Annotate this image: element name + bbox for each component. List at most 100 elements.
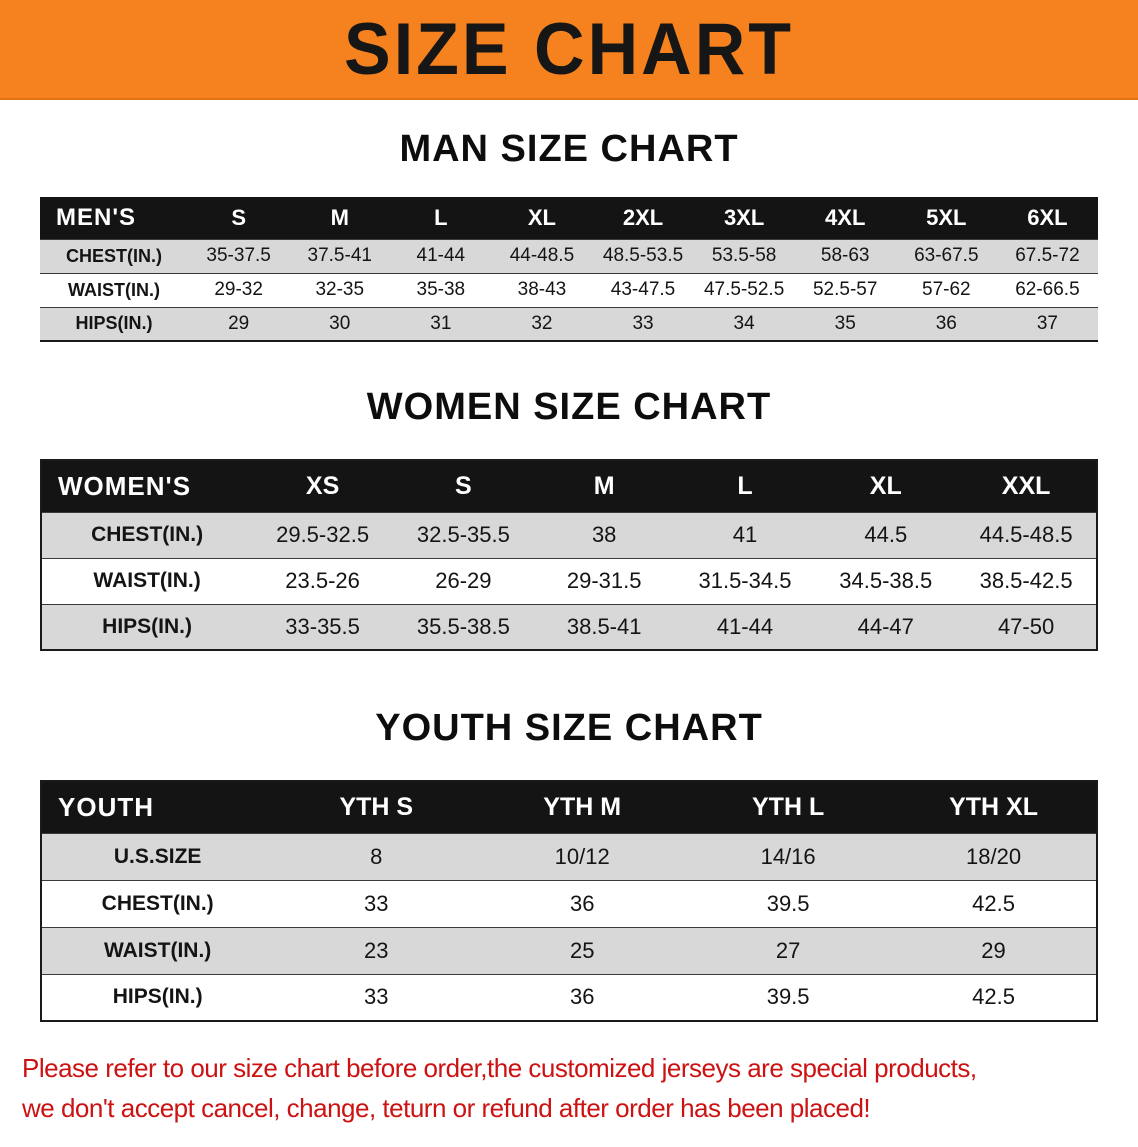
size-value-cell: 10/12 [554, 843, 610, 869]
size-column-header: XL [815, 460, 957, 512]
size-value-cell: 33 [364, 890, 389, 916]
size-value-cell: 39.5 [766, 890, 810, 916]
table-row: HIPS(IN.) 33-35.5 35.5-38.5 38.5-41 41-44 44-… [41, 604, 1097, 650]
size-value-cell: 37.5-41 [307, 245, 372, 266]
table-corner-label: YOUTH [41, 781, 274, 833]
size-value-cell: 67.5-72 [1015, 245, 1080, 266]
youth-table-wrapper: YOUTH YTH S YTH M YTH L YTH XL U.S.SIZE 8 10/12… [40, 780, 1098, 1022]
size-value-cell: 38 [591, 522, 617, 547]
row-label: WAIST(IN.) [93, 569, 201, 592]
size-value-cell: 36 [569, 984, 595, 1010]
men-size-chart-section: MAN SIZE CHART MEN'S S M L XL 2XL 3XL 4XL 5XL 6XL… [0, 128, 1138, 342]
row-label: CHEST(IN.) [66, 245, 163, 266]
table-row: CHEST(IN.) 35-37.5 37.5-41 41-44 44-48.5 48.5… [40, 239, 1098, 273]
size-value-cell: 30 [329, 312, 351, 334]
size-value-cell: 34.5-38.5 [839, 568, 933, 593]
size-column-header: 4XL [794, 197, 896, 239]
men-size-table: MEN'S S M L XL 2XL 3XL 4XL 5XL 6XL CHEST(IN.) 35-37… [40, 197, 1098, 342]
size-column-header: 5XL [895, 197, 997, 239]
size-value-cell: 23.5-26 [285, 568, 360, 593]
size-column-header: 6XL [996, 197, 1098, 239]
size-column-header: YTH S [273, 781, 480, 833]
size-column-header: M [533, 460, 675, 512]
size-value-cell: 44-48.5 [509, 245, 575, 266]
women-size-chart-section: WOMEN SIZE CHART WOMEN'S XS S M L XL XXL CHEST(… [0, 386, 1138, 651]
size-value-cell: 27 [775, 937, 801, 963]
size-value-cell: 35.5-38.5 [416, 613, 510, 639]
size-value-cell: 14/16 [760, 843, 816, 869]
size-value-cell: 31.5-34.5 [698, 568, 792, 593]
size-value-cell: 25 [569, 937, 595, 963]
table-row: U.S.SIZE 8 10/12 14/16 18/20 [41, 833, 1097, 880]
size-value-cell: 41 [732, 522, 758, 547]
row-label: CHEST(IN.) [101, 891, 214, 915]
size-column-header: YTH XL [891, 781, 1097, 833]
table-row: HIPS(IN.) 33 36 39.5 42.5 [41, 974, 1097, 1021]
footer-note: Please refer to our size chart before or… [0, 1048, 1138, 1129]
row-label: HIPS(IN.) [75, 313, 153, 334]
size-value-cell: 41-44 [716, 613, 774, 639]
size-value-cell: 44.5-48.5 [979, 522, 1073, 547]
youth-size-table: YOUTH YTH S YTH M YTH L YTH XL U.S.SIZE 8 10/12… [40, 780, 1098, 1022]
size-value-cell: 35 [834, 312, 856, 334]
size-value-cell: 36 [569, 890, 595, 916]
size-value-cell: 48.5-53.5 [602, 245, 684, 266]
table-header-row: WOMEN'S XS S M L XL XXL [41, 460, 1097, 512]
size-value-cell: 36 [935, 312, 957, 334]
size-value-cell: 26-29 [435, 568, 492, 593]
size-value-cell: 35-37.5 [206, 245, 271, 266]
size-value-cell: 23 [364, 937, 389, 963]
size-column-header: S [188, 197, 290, 239]
row-label: HIPS(IN.) [102, 614, 193, 638]
table-row: HIPS(IN.) 29 30 31 32 33 34 35 36 37 [40, 307, 1098, 341]
size-value-cell: 32.5-35.5 [416, 522, 510, 547]
size-value-cell: 63-67.5 [914, 245, 979, 266]
men-section-heading: MAN SIZE CHART [399, 128, 739, 170]
size-value-cell: 8 [370, 843, 383, 869]
row-label: WAIST(IN.) [103, 938, 212, 962]
size-value-cell: 47.5-52.5 [703, 279, 785, 300]
table-header-row: YOUTH YTH S YTH M YTH L YTH XL [41, 781, 1097, 833]
size-column-header: XS [252, 460, 393, 512]
row-label: HIPS(IN.) [112, 985, 203, 1009]
table-row: CHEST(IN.) 33 36 39.5 42.5 [41, 880, 1097, 927]
size-value-cell: 44.5 [864, 522, 908, 547]
size-value-cell: 33 [364, 984, 389, 1010]
size-value-cell: 52.5-57 [812, 279, 878, 300]
table-header-row: MEN'S S M L XL 2XL 3XL 4XL 5XL 6XL [40, 197, 1098, 239]
size-value-cell: 57-62 [922, 279, 971, 300]
row-label: WAIST(IN.) [68, 279, 161, 300]
footer-note-line-1: Please refer to our size chart before or… [22, 1053, 977, 1083]
size-value-cell: 39.5 [766, 984, 810, 1010]
size-column-header: 3XL [693, 197, 795, 239]
size-column-header: 2XL [592, 197, 694, 239]
size-chart-banner: SIZE CHART [0, 0, 1138, 100]
size-value-cell: 18/20 [966, 843, 1022, 869]
size-value-cell: 37 [1036, 312, 1058, 334]
youth-size-chart-section: YOUTH SIZE CHART YOUTH YTH S YTH M YTH L YTH… [0, 707, 1138, 1022]
women-size-table: WOMEN'S XS S M L XL XXL CHEST(IN.) 29.5-32.5 32.5… [40, 459, 1098, 651]
row-label: CHEST(IN.) [91, 523, 204, 546]
size-value-cell: 29-32 [214, 279, 263, 300]
size-column-header: XL [491, 197, 593, 239]
size-value-cell: 41-44 [416, 245, 466, 266]
size-value-cell: 29.5-32.5 [276, 522, 370, 547]
row-label: U.S.SIZE [113, 844, 202, 868]
size-value-cell: 53.5-58 [711, 245, 777, 266]
footer-note-line-2: we don't accept cancel, change, teturn o… [22, 1093, 871, 1124]
table-row: WAIST(IN.) 23.5-26 26-29 29-31.5 31.5-34.5 34… [41, 558, 1097, 604]
size-column-header: S [392, 460, 534, 512]
size-value-cell: 35-38 [416, 279, 466, 300]
youth-section-heading: YOUTH SIZE CHART [375, 707, 763, 749]
size-column-header: XXL [956, 460, 1097, 512]
size-value-cell: 62-66.5 [1015, 279, 1080, 300]
size-value-cell: 29 [981, 937, 1006, 963]
size-value-cell: 29-31.5 [566, 568, 642, 593]
size-column-header: L [674, 460, 816, 512]
size-value-cell: 42.5 [972, 890, 1015, 916]
table-corner-label: WOMEN'S [41, 460, 253, 512]
size-value-cell: 43-47.5 [610, 279, 676, 300]
size-value-cell: 58-63 [820, 245, 870, 266]
table-row: CHEST(IN.) 29.5-32.5 32.5-35.5 38 41 44.5 44.5… [41, 512, 1097, 558]
table-row: WAIST(IN.) 29-32 32-35 35-38 38-43 43-47.5 47.… [40, 273, 1098, 307]
